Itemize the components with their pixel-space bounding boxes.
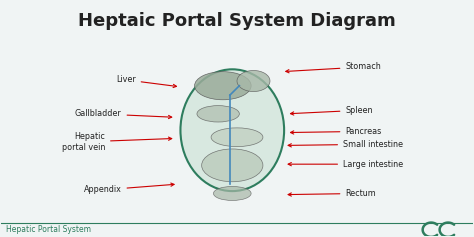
Text: Small intestine: Small intestine bbox=[288, 140, 403, 149]
Text: Gallbladder: Gallbladder bbox=[75, 109, 172, 118]
Ellipse shape bbox=[201, 149, 263, 182]
Text: Liver: Liver bbox=[116, 75, 176, 87]
Text: Hepatic Portal System: Hepatic Portal System bbox=[6, 225, 91, 234]
Ellipse shape bbox=[197, 106, 239, 122]
Text: Large intestine: Large intestine bbox=[288, 160, 403, 169]
Text: Pancreas: Pancreas bbox=[291, 127, 382, 136]
Text: Rectum: Rectum bbox=[288, 189, 376, 198]
Text: Stomach: Stomach bbox=[286, 63, 381, 73]
Ellipse shape bbox=[195, 72, 251, 100]
Ellipse shape bbox=[181, 69, 284, 191]
Ellipse shape bbox=[211, 128, 263, 147]
Text: Heptaic Portal System Diagram: Heptaic Portal System Diagram bbox=[78, 12, 396, 30]
Ellipse shape bbox=[213, 187, 251, 201]
Text: Spleen: Spleen bbox=[291, 106, 373, 115]
Text: Hepatic
portal vein: Hepatic portal vein bbox=[62, 132, 172, 152]
Text: Appendix: Appendix bbox=[84, 183, 174, 194]
Ellipse shape bbox=[237, 70, 270, 91]
